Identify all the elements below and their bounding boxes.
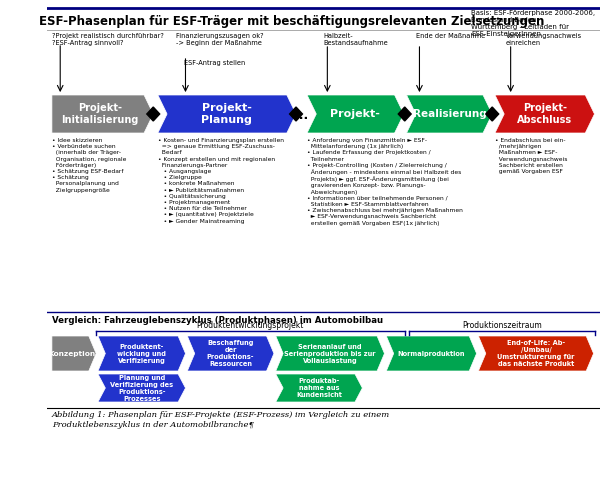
Text: Projekt-
Initialisierung: Projekt- Initialisierung xyxy=(62,103,139,125)
Text: Basis: ESF-Förderphase 2000-2006,
Bundesland Baden
Württemberg - Leitfaden für
E: Basis: ESF-Förderphase 2000-2006, Bundes… xyxy=(471,10,595,37)
Text: Projekt-
Abschluss: Projekt- Abschluss xyxy=(517,103,572,125)
Text: Finanzierungszusagen ok?
-> Beginn der Maßnahme: Finanzierungszusagen ok? -> Beginn der M… xyxy=(176,33,264,46)
Polygon shape xyxy=(386,336,476,371)
Polygon shape xyxy=(290,107,302,121)
Polygon shape xyxy=(276,336,385,371)
Polygon shape xyxy=(98,336,185,371)
Text: Vergleich: Fahrzeuglebenszyklus (Produktphasen) im Automobilbau: Vergleich: Fahrzeuglebenszyklus (Produkt… xyxy=(52,316,383,325)
Polygon shape xyxy=(398,107,411,121)
Text: • Anforderung von Finanzmitteln ► ESF-
  Mittelanforderung (1x jährlich)
• Laufe: • Anforderung von Finanzmitteln ► ESF- M… xyxy=(307,138,463,225)
Text: ...: ... xyxy=(295,108,308,122)
Text: ESF-Antrag stellen: ESF-Antrag stellen xyxy=(184,60,245,66)
Text: Planung und
Verifizierung des
Produktions-
Prozesses: Planung und Verifizierung des Produktion… xyxy=(110,374,173,401)
Text: Beschaffung
der
Produktions-
Ressourcen: Beschaffung der Produktions- Ressourcen xyxy=(207,340,254,367)
Text: Abbildung 1: Phasenplan für ESF-Projekte (ESF-Prozess) im Vergleich zu einem
Pro: Abbildung 1: Phasenplan für ESF-Projekte… xyxy=(52,411,390,429)
Text: Ende der Maßnahme: Ende der Maßnahme xyxy=(416,33,485,39)
Polygon shape xyxy=(187,336,274,371)
Text: Normalproduktion: Normalproduktion xyxy=(398,350,465,357)
Polygon shape xyxy=(478,336,593,371)
Text: Produktentwicklungsprojekt: Produktentwicklungsprojekt xyxy=(197,321,304,330)
Text: Projekt-: Projekt- xyxy=(331,109,380,119)
Polygon shape xyxy=(276,374,362,402)
Text: Produktionszeitraum: Produktionszeitraum xyxy=(463,321,542,330)
Text: Realisierung: Realisierung xyxy=(413,109,486,119)
Text: • Endabschluss bei ein-
  /mehrjährigen
  Maßnahmen ► ESF-
  Verwendungsnachweis: • Endabschluss bei ein- /mehrjährigen Ma… xyxy=(495,138,568,174)
Text: ESF-Phasenplan für ESF-Träger mit beschäftigungsrelevanten Zielsetzungen: ESF-Phasenplan für ESF-Träger mit beschä… xyxy=(39,15,544,27)
Text: ?Projekt realistisch durchführbar?
?ESF-Antrag sinnvoll?: ?Projekt realistisch durchführbar? ?ESF-… xyxy=(52,33,164,46)
Text: Konzeption: Konzeption xyxy=(49,350,96,357)
Polygon shape xyxy=(158,95,296,133)
Polygon shape xyxy=(52,95,153,133)
Text: Produktent-
wicklung und
Verifizierung: Produktent- wicklung und Verifizierung xyxy=(117,343,166,364)
Polygon shape xyxy=(486,107,499,121)
Text: Produktab-
nahme aus
Kundensicht: Produktab- nahme aus Kundensicht xyxy=(296,378,342,398)
Text: Serienanlauf und
Serienproduktion bis zur
Vollauslastung: Serienanlauf und Serienproduktion bis zu… xyxy=(284,343,376,364)
Text: Projekt-
Planung: Projekt- Planung xyxy=(202,103,253,125)
Text: • Idee skizzieren
• Verbündete suchen
  (innerhalb der Träger-
  Organisation, r: • Idee skizzieren • Verbündete suchen (i… xyxy=(52,138,126,193)
Text: • Kosten- und Finanzierungsplan erstellen
  => genaue Ermittlung ESF-Zuschuss-
 : • Kosten- und Finanzierungsplan erstelle… xyxy=(158,138,284,223)
Text: End-of-Life: Ab-
/Umbau/
Umstrukturerung für
das nächste Produkt: End-of-Life: Ab- /Umbau/ Umstrukturerung… xyxy=(497,340,575,367)
Text: Halbzeit-
Bestandsaufnahme: Halbzeit- Bestandsaufnahme xyxy=(323,33,388,46)
Polygon shape xyxy=(407,95,492,133)
Polygon shape xyxy=(98,374,185,402)
Polygon shape xyxy=(52,336,96,371)
Polygon shape xyxy=(495,95,595,133)
Polygon shape xyxy=(147,107,160,121)
Polygon shape xyxy=(307,95,404,133)
Text: Verwendungsnachweis
einreichen: Verwendungsnachweis einreichen xyxy=(506,33,582,46)
